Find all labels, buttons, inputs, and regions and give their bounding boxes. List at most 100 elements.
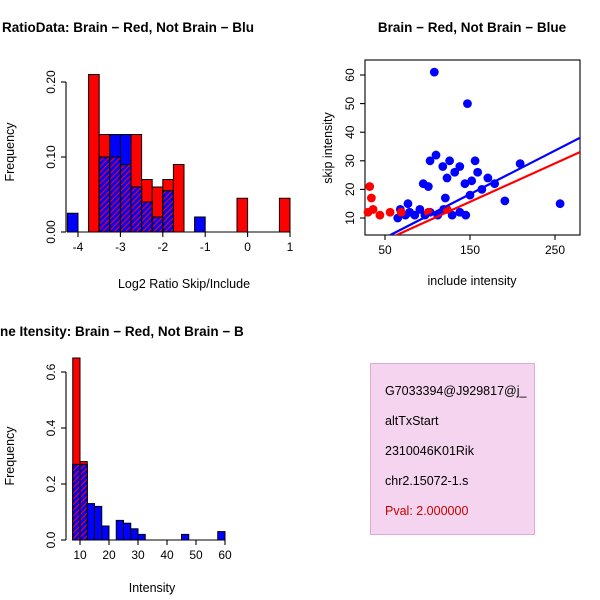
chromosome-location-text: chr2.15072-1.s	[385, 474, 469, 488]
point-red	[375, 210, 385, 220]
hist-bar-red	[172, 164, 185, 233]
x-tick-label: 20	[102, 548, 116, 562]
hist-bar-blue	[217, 531, 226, 541]
point-blue	[450, 167, 460, 177]
ratio-yaxis-label: Frequency	[3, 122, 17, 182]
point-blue	[555, 199, 565, 209]
point-blue	[429, 67, 439, 77]
hist-bar-blue	[194, 216, 206, 233]
y-tick-label: 50	[343, 97, 357, 111]
intensity-histogram-panel: 10 20 30 40 50 60 0.0 0.2 0.4 0.6	[44, 357, 232, 562]
hist-bar-overlap	[79, 463, 88, 541]
point-blue	[410, 210, 420, 220]
scatter-title: Brain − Red, Not Brain − Blue	[378, 20, 567, 35]
plot-frame	[364, 59, 581, 236]
y-tick-label: 60	[343, 68, 357, 82]
x-tick-label: 150	[460, 243, 480, 257]
intensity-scatter-panel: 50 150 250 10 20 30 40 50 60	[343, 59, 581, 257]
point-blue	[418, 179, 428, 189]
point-blue	[515, 159, 525, 169]
scatter-xaxis-label: include intensity	[428, 274, 518, 288]
hist-bar-blue	[181, 533, 190, 541]
hist-bar-overlap	[72, 463, 81, 541]
x-tick-label: 60	[218, 548, 232, 562]
y-tick-label: 30	[343, 154, 357, 168]
y-tick-label: 40	[343, 125, 357, 139]
point-blue	[460, 179, 470, 189]
x-tick-label: 10	[73, 548, 87, 562]
y-tick-label: 0.0	[44, 531, 58, 548]
point-red	[368, 205, 378, 214]
hist-bar-red	[278, 197, 291, 233]
y-tick-label: 0.20	[44, 70, 58, 94]
hist-bar-blue	[86, 503, 95, 541]
x-tick-label: 1	[287, 240, 294, 254]
point-blue	[483, 173, 493, 183]
y-tick-label: 10	[343, 211, 357, 225]
x-tick-label: 50	[189, 548, 203, 562]
gene-info-panel: G7033394@J929817@j_ altTxStart 2310046K0…	[370, 363, 535, 535]
hist-bar-red	[236, 197, 249, 233]
hist-bar-blue	[123, 522, 132, 541]
hist-bar-overlap	[130, 186, 143, 233]
y-tick-label: 20	[343, 182, 357, 196]
point-red	[367, 193, 376, 203]
hist-bar-blue	[66, 212, 79, 233]
hist-bar-blue	[94, 505, 103, 541]
point-blue	[447, 210, 457, 220]
ratio-histogram-title: RatioData: Brain − Red, Not Brain − Blu	[2, 20, 254, 35]
point-blue	[442, 173, 452, 183]
y-tick-label: 0.6	[44, 363, 58, 380]
hist-bar-blue	[130, 528, 139, 541]
hist-bar-overlap	[162, 190, 174, 233]
hist-bar-overlap	[98, 156, 111, 233]
intensity-histogram-title: ne Itensity: Brain − Red, Not Brain − B	[0, 324, 244, 339]
point-blue	[403, 199, 413, 209]
x-tick-label: 30	[131, 548, 145, 562]
x-tick-label: 40	[160, 548, 174, 562]
gene-probe-id: G7033394@J929817@j_	[385, 384, 527, 398]
point-blue	[425, 156, 435, 166]
x-tick-label: -1	[200, 240, 211, 254]
ratio-histogram-panel: -4 -3 -2 -1 0 1 0.00 0.10 0.20	[44, 70, 294, 254]
point-red	[385, 207, 395, 217]
point-blue	[461, 210, 471, 220]
fit-lines	[389, 136, 580, 235]
hist-bar-overlap	[119, 164, 132, 233]
point-blue	[470, 156, 480, 166]
hist-bar-red	[88, 74, 100, 233]
x-tick-label: -4	[73, 240, 84, 254]
ratio-xaxis-label: Log2 Ratio Skip/Include	[118, 277, 250, 291]
x-tick-label: -2	[157, 240, 168, 254]
y-tick-label: 0.10	[44, 145, 58, 169]
intensity-xaxis-label: Intensity	[129, 581, 176, 595]
hist-bar-blue	[115, 519, 124, 541]
x-tick-label: 0	[244, 240, 251, 254]
gene-symbol-text: 2310046K01Rik	[385, 444, 474, 458]
point-red	[396, 207, 406, 217]
point-blue	[415, 205, 425, 214]
fit-line-red	[394, 151, 580, 235]
point-blue	[463, 99, 472, 108]
hist-bar-blue	[137, 533, 146, 541]
point-blue	[467, 176, 477, 186]
hist-bar-overlap	[141, 201, 153, 233]
point-blue	[440, 193, 450, 203]
scatter-points	[363, 67, 565, 223]
fit-line-blue	[389, 136, 580, 235]
intensity-yaxis-label: Frequency	[3, 426, 17, 486]
x-tick-label: -3	[115, 240, 126, 254]
hist-bar-blue	[101, 525, 110, 541]
point-blue	[445, 156, 454, 166]
pval-text: Pval: 2.000000	[385, 504, 469, 518]
point-red	[365, 182, 375, 191]
y-tick-label: 0.2	[44, 475, 58, 492]
point-blue	[500, 196, 510, 206]
point-blue	[455, 162, 465, 171]
x-tick-label: 250	[545, 243, 565, 257]
point-blue	[431, 150, 441, 160]
y-tick-label: 0.00	[44, 220, 58, 244]
point-blue	[473, 167, 483, 177]
hist-bar-overlap	[109, 156, 121, 233]
